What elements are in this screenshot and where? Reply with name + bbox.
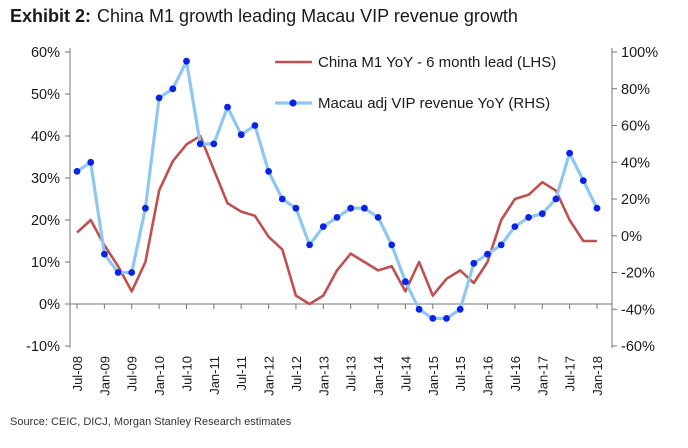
x-tick-label: Jul-17 — [563, 356, 578, 391]
series-macau-vip-point — [484, 250, 491, 258]
left-tick-label: 30% — [31, 171, 60, 187]
series-macau-vip-point — [525, 214, 532, 221]
series-macau-vip-point — [566, 149, 573, 157]
series-macau-vip-point — [429, 315, 437, 322]
series-china-m1-line — [76, 134, 597, 306]
x-tick-label: Jul-13 — [344, 356, 359, 391]
series-macau-vip-point — [292, 204, 300, 212]
left-tick-label: 10% — [31, 255, 60, 271]
series-macau-vip-point — [169, 85, 177, 93]
series-macau-vip-point — [251, 122, 259, 129]
series-macau-vip-point — [443, 315, 450, 322]
x-tick-label: Jul-12 — [289, 356, 304, 391]
series-macau-vip-point — [552, 195, 560, 203]
series-macau-vip-point — [579, 177, 587, 185]
x-tick-label: Jan-18 — [590, 356, 605, 396]
x-tick-label: Jul-16 — [508, 356, 523, 391]
series-macau-vip-point — [306, 241, 313, 249]
right-tick-label: 100% — [621, 45, 658, 61]
right-tick-label: 40% — [621, 155, 650, 171]
series-macau-vip-point — [210, 140, 218, 148]
x-tick-label: Jan-09 — [97, 356, 112, 396]
series-macau-vip-point — [319, 223, 327, 231]
legend-label-macau-vip: Macau adj VIP revenue YoY (RHS) — [318, 95, 550, 112]
series-macau-vip-point — [128, 269, 136, 276]
series-macau-vip-point — [114, 269, 122, 276]
x-tick-label: Jul-08 — [70, 356, 85, 391]
series-macau-vip-point — [388, 241, 396, 249]
series-macau-vip-point — [347, 204, 355, 212]
chart-title-text: China M1 growth leading Macau VIP revenu… — [97, 6, 518, 26]
series-macau-vip-point — [497, 241, 505, 249]
chart-title: Exhibit 2: China M1 growth leading Macau … — [10, 6, 518, 27]
series-macau-vip-point — [456, 305, 464, 313]
left-tick-label: 0% — [39, 297, 60, 313]
right-tick-label: -60% — [621, 339, 655, 355]
series-macau-vip-point — [87, 158, 95, 166]
x-tick-label: Jan-16 — [481, 356, 496, 396]
series-macau-vip-point — [155, 94, 163, 102]
x-tick-label: Jan-10 — [152, 356, 167, 396]
series-macau-vip-point — [593, 204, 601, 212]
series-macau-vip-point — [224, 103, 231, 111]
left-tick-label: 60% — [31, 45, 60, 61]
left-tick-label: 50% — [31, 87, 60, 103]
series-macau-vip-point — [265, 168, 272, 175]
right-tick-label: 60% — [621, 119, 650, 135]
series-macau-vip-point — [415, 305, 423, 313]
x-tick-label: Jan-13 — [316, 356, 331, 396]
series-macau-vip-point — [142, 204, 149, 212]
series-macau-vip-point — [73, 168, 81, 175]
series-macau-vip-point — [183, 57, 190, 65]
series-macau-vip-point — [402, 278, 409, 286]
x-tick-label: Jul-11 — [234, 356, 249, 390]
right-tick-label: -20% — [621, 266, 655, 282]
series-macau-vip-point — [278, 195, 286, 203]
series-macau-vip-point — [374, 214, 382, 221]
series-macau-vip-point — [101, 250, 108, 258]
legend-label-china-m1: China M1 YoY - 6 month lead (LHS) — [318, 54, 556, 71]
x-tick-label: Jan-12 — [262, 356, 277, 396]
left-tick-label: 40% — [31, 129, 60, 145]
right-tick-label: 80% — [621, 82, 650, 98]
series-macau-vip-point — [196, 140, 204, 148]
exhibit-label: Exhibit 2: — [10, 6, 92, 26]
x-tick-label: Jan-11 — [207, 356, 222, 395]
left-tick-label: 20% — [31, 213, 60, 229]
series-macau-vip-point — [237, 131, 245, 139]
right-tick-label: 20% — [621, 192, 650, 208]
x-tick-label: Jul-14 — [398, 356, 413, 391]
legend-marker-macau-vip — [289, 99, 297, 107]
series-macau-vip-point — [511, 223, 519, 231]
x-tick-label: Jan-15 — [426, 356, 441, 396]
series-macau-vip-point — [361, 204, 368, 212]
right-tick-label: 0% — [621, 229, 642, 245]
right-tick-label: -40% — [621, 302, 655, 318]
x-tick-label: Jan-17 — [535, 356, 550, 396]
x-tick-label: Jul-10 — [179, 356, 194, 391]
x-tick-label: Jan-14 — [371, 356, 386, 396]
series-macau-vip-point — [333, 214, 341, 221]
source-note: Source: CEIC, DICJ, Morgan Stanley Resea… — [10, 416, 292, 428]
x-tick-label: Jul-15 — [453, 356, 468, 391]
series-macau-vip-point — [538, 210, 546, 218]
x-tick-label: Jul-09 — [125, 356, 140, 391]
left-tick-label: -10% — [26, 339, 60, 355]
series-macau-vip-point — [470, 259, 478, 267]
